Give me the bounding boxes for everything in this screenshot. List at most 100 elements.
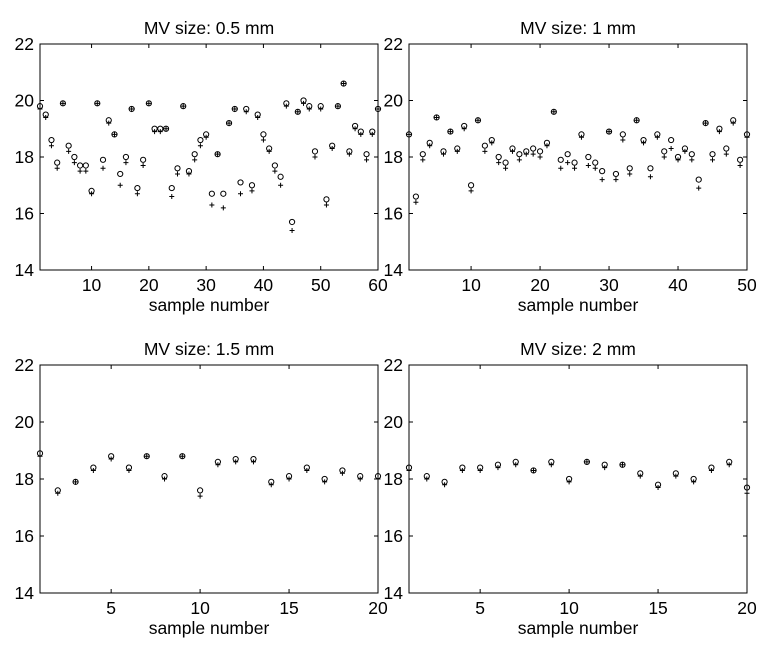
data-point-circle [592,159,599,166]
chart-panel-2: MV size: 1 mm sample number 10 20 30 40 50 14 16… [384,18,757,315]
data-point-circle [564,151,571,158]
data-point-circle [668,136,675,144]
data-point-circle [260,131,267,138]
data-point-plus [77,168,83,174]
data-point-plus [55,490,61,496]
data-point-plus [420,157,426,163]
data-point-plus [434,114,440,120]
data-point-plus [243,109,249,115]
data-point-plus [358,131,364,137]
x-tick-label: 50 [311,275,331,295]
data-point-plus [620,137,626,143]
data-point-plus [427,143,433,149]
data-point-plus [312,154,318,160]
series-plus [37,453,381,499]
data-point-plus [90,467,96,473]
data-point-plus [744,134,750,140]
data-point-circle [737,156,744,163]
x-tick-label: 15 [648,598,667,618]
data-point-circle [111,131,118,138]
y-tick-label: 18 [15,469,34,489]
data-point-circle [174,165,181,172]
chart-title: MV size: 1 mm [520,18,636,38]
data-point-circle [82,162,89,169]
data-point-plus [323,202,329,208]
x-axis-label: sample number [149,295,270,315]
data-point-plus [106,120,112,126]
data-point-plus [318,106,324,112]
data-point-circle [128,105,135,113]
data-point-plus [516,157,522,163]
series-circle [36,80,382,226]
x-tick-label: 15 [279,598,298,618]
data-point-plus [696,185,702,191]
data-point-plus [442,482,448,488]
data-point-plus [157,129,163,135]
x-tick-label: 50 [737,275,757,295]
data-point-plus [461,126,467,132]
x-axis-label: sample number [518,618,639,638]
data-point-plus [54,165,60,171]
data-point-plus [169,194,175,200]
data-point-circle [94,100,101,107]
data-point-plus [655,485,661,491]
y-tick-label: 16 [15,526,34,546]
y-tick-label: 20 [384,412,404,432]
data-point-plus [710,157,716,163]
data-point-plus [530,151,536,157]
data-point-circle [495,153,502,161]
data-point-plus [37,453,43,459]
y-tick-label: 14 [15,583,35,603]
data-point-plus [203,134,209,140]
data-point-plus [346,151,352,157]
data-point-plus [197,143,203,149]
data-point-circle [709,151,716,158]
data-point-plus [454,148,460,154]
data-point-plus [108,456,114,462]
data-point-circle [688,151,695,158]
data-point-plus [60,100,66,106]
data-point-plus [174,171,180,177]
data-point-plus [268,482,274,488]
data-point-plus [179,453,185,459]
data-point-plus [278,182,284,188]
data-point-circle [197,136,204,144]
data-point-circle [447,128,454,135]
data-point-plus [369,131,375,137]
data-point-plus [475,117,481,123]
chart-title: MV size: 1.5 mm [144,339,274,359]
data-point-plus [496,160,502,166]
series-circle [36,450,382,494]
data-point-plus [406,467,412,473]
data-point-plus [322,479,328,485]
data-point-plus [606,129,612,135]
x-tick-label: 10 [461,275,481,295]
y-tick-label: 18 [384,147,403,167]
data-point-plus [673,473,679,479]
data-point-plus [129,106,135,112]
data-point-plus [691,479,697,485]
data-point-plus [197,493,203,499]
data-point-plus [716,129,722,135]
data-point-circle [340,80,347,87]
data-point-plus [306,106,312,112]
data-point-circle [134,184,141,192]
data-point-plus [599,177,605,183]
y-tick-label: 16 [384,204,403,224]
data-point-plus [375,106,381,112]
data-point-circle [48,136,55,144]
data-point-plus [152,129,158,135]
y-tick-label: 22 [384,34,403,54]
data-point-circle [626,165,633,172]
data-point-circle [191,151,198,158]
data-point-plus [548,462,554,468]
data-point-circle [363,151,370,158]
x-tick-label: 30 [599,275,619,295]
data-point-plus [341,81,347,87]
data-point-plus [477,467,483,473]
x-tick-label: 20 [737,598,757,618]
data-point-plus [513,462,519,468]
data-point-plus [209,202,215,208]
y-tick-label: 14 [384,260,404,280]
data-point-plus [289,227,295,233]
